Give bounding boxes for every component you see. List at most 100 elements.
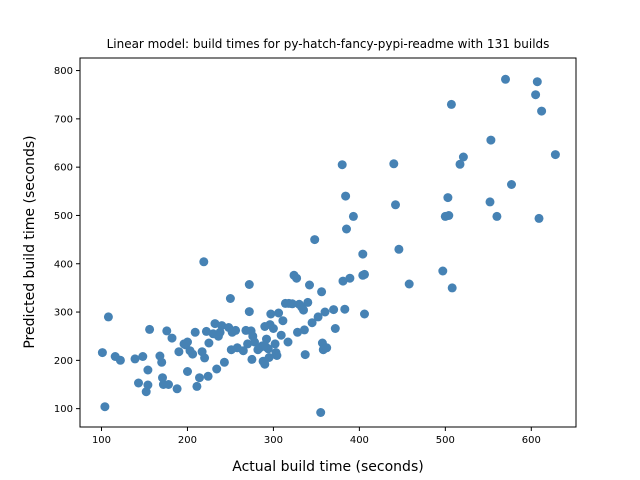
chart-title: Linear model: build times for py-hatch-f…	[107, 37, 550, 51]
data-point	[162, 326, 172, 336]
data-point	[268, 324, 278, 333]
data-point	[164, 380, 173, 389]
data-point	[204, 338, 214, 348]
data-point	[358, 249, 368, 259]
y-tick-label: 100	[54, 404, 73, 415]
data-point	[317, 287, 327, 297]
data-point	[329, 305, 339, 315]
data-point	[320, 307, 330, 317]
plot-frame	[79, 57, 577, 428]
data-point	[247, 354, 257, 364]
x-axis-label: Actual build time (seconds)	[232, 459, 423, 475]
data-point	[199, 257, 209, 267]
data-point	[345, 273, 355, 283]
data-point	[299, 325, 309, 335]
data-point	[531, 90, 541, 100]
data-point	[188, 349, 198, 359]
data-point	[300, 350, 310, 360]
data-point	[278, 316, 288, 326]
data-point	[270, 339, 280, 349]
data-point	[446, 99, 456, 109]
data-point	[292, 273, 302, 283]
data-point	[203, 371, 213, 381]
data-point	[447, 283, 457, 293]
data-point	[210, 319, 220, 329]
y-axis-label: Predicted build time (seconds)	[22, 135, 38, 348]
data-point	[219, 357, 229, 367]
data-point	[391, 200, 400, 210]
data-point	[238, 346, 248, 356]
data-point	[243, 339, 253, 349]
data-points	[97, 74, 560, 417]
x-tick-label: 200	[178, 435, 197, 446]
data-point	[394, 244, 404, 254]
data-point	[287, 299, 297, 309]
data-point	[299, 305, 308, 315]
data-point	[444, 211, 454, 220]
data-point	[183, 367, 192, 376]
data-point	[307, 318, 317, 328]
y-tick-label: 800	[54, 66, 73, 77]
data-point	[201, 326, 211, 336]
data-point	[313, 312, 323, 322]
data-point	[501, 74, 510, 84]
data-point	[537, 106, 547, 116]
data-point	[145, 324, 155, 334]
data-point	[550, 150, 560, 160]
data-point	[443, 193, 453, 203]
data-point	[97, 348, 107, 358]
data-point	[244, 280, 254, 289]
data-point	[231, 325, 241, 335]
data-point	[158, 373, 167, 383]
data-point	[348, 211, 358, 221]
data-point	[532, 77, 542, 87]
data-point	[217, 321, 227, 331]
data-point	[225, 294, 235, 303]
data-point	[174, 347, 184, 357]
data-point	[322, 343, 332, 353]
data-point	[115, 355, 125, 365]
data-point	[438, 266, 448, 276]
y-tick-label: 500	[54, 211, 73, 222]
data-point	[507, 180, 516, 189]
data-point	[183, 337, 192, 347]
data-point	[492, 211, 502, 221]
data-point	[172, 384, 182, 394]
data-point	[360, 269, 369, 279]
data-point	[134, 378, 143, 388]
data-point	[303, 297, 313, 307]
y-tick-label: 600	[54, 163, 73, 174]
data-point	[130, 354, 140, 364]
data-point	[455, 159, 465, 169]
y-tick-label: 200	[54, 356, 73, 367]
data-point	[342, 224, 351, 234]
data-point	[250, 337, 259, 347]
data-point	[305, 280, 314, 290]
data-point	[244, 307, 254, 317]
data-point	[310, 235, 320, 245]
data-point	[167, 333, 177, 343]
data-point	[283, 337, 293, 347]
x-tick-label: 300	[264, 435, 283, 446]
data-point	[192, 381, 202, 391]
data-point	[360, 309, 369, 319]
data-point	[266, 309, 276, 319]
data-point	[143, 380, 153, 390]
data-point	[337, 160, 347, 170]
x-tick-label: 100	[92, 435, 111, 446]
data-point	[260, 359, 270, 369]
data-point	[338, 276, 348, 286]
data-point	[103, 312, 113, 322]
data-point	[341, 191, 351, 201]
x-tick-label: 400	[350, 435, 369, 446]
y-axis-ticks: 100 200 300 400 500 600 700 800	[54, 66, 80, 415]
y-tick-label: 700	[54, 114, 73, 125]
data-point	[340, 304, 350, 314]
data-point	[190, 327, 200, 337]
data-point	[264, 353, 274, 362]
x-tick-label: 500	[436, 435, 455, 446]
data-point	[486, 135, 496, 145]
y-tick-label: 300	[54, 308, 73, 319]
data-point	[157, 357, 167, 367]
